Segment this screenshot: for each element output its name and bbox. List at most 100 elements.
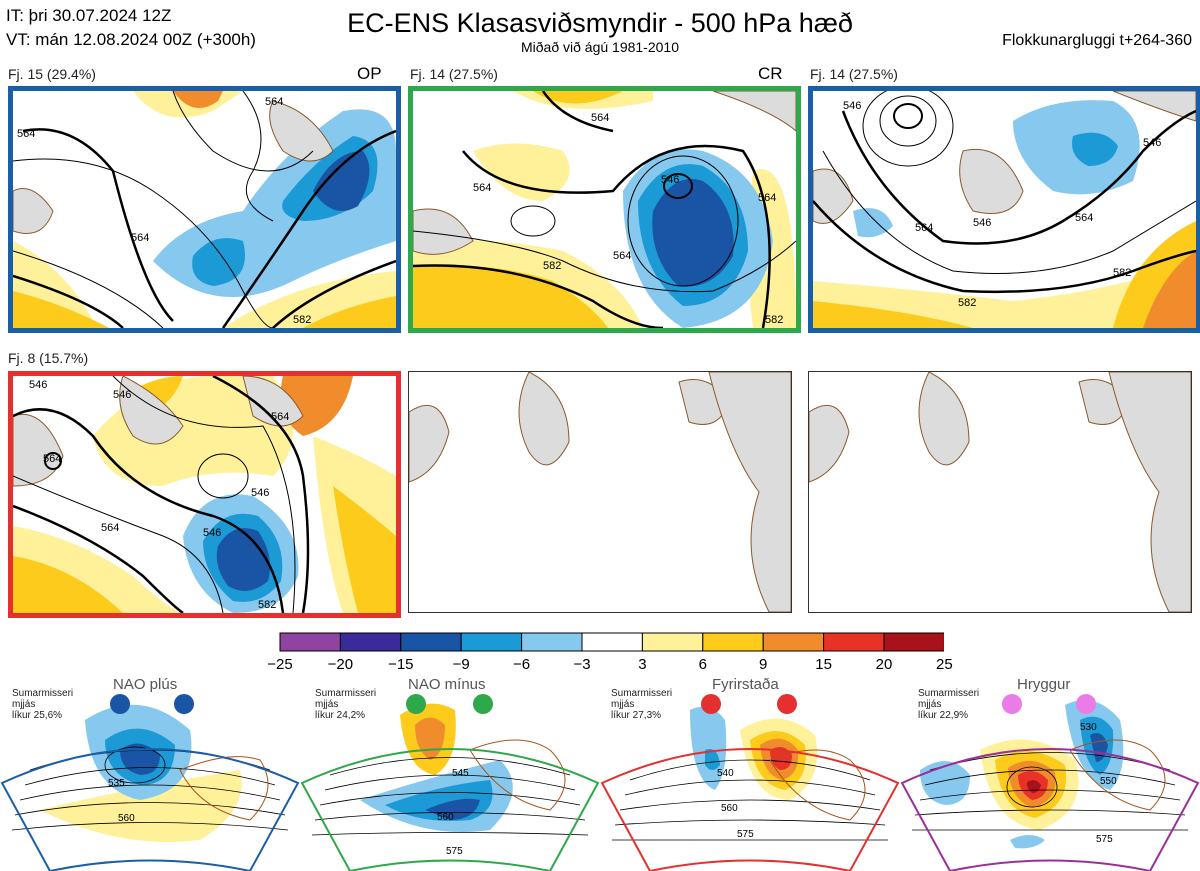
land-area — [809, 404, 850, 483]
contour-label: 575 — [737, 829, 754, 840]
anomaly-area — [333, 486, 396, 613]
colorbar-tick-label: 25 — [936, 656, 953, 673]
land-area — [813, 168, 854, 224]
height-contour — [13, 408, 285, 613]
colorbar-tick-label: 6 — [698, 656, 707, 673]
colorbar-tick-label: 15 — [815, 656, 832, 673]
regime-2-dot-right — [473, 694, 493, 714]
height-contour — [329, 757, 571, 776]
anomaly-area — [303, 296, 396, 328]
contour-label: 546 — [973, 217, 991, 229]
colorbar-tick-label: 20 — [875, 656, 893, 673]
anomaly-area — [425, 798, 480, 820]
regime-likelihood: líkur 22,9% — [918, 710, 969, 721]
colorbar-tick-label: −9 — [452, 656, 470, 673]
contour-label: 535 — [108, 778, 125, 789]
regime-3-title: Fyrirstaða — [712, 676, 779, 693]
contour-label: 550 — [1100, 776, 1117, 787]
land-area — [1108, 372, 1191, 612]
classification-window: Flokkunargluggi t+264-360 — [1002, 32, 1192, 49]
height-contour — [13, 475, 224, 613]
contour-label: 530 — [1080, 722, 1097, 733]
height-contour — [13, 250, 164, 328]
cluster-map-3[interactable]: 546 546 564 546 564 582 582 — [808, 86, 1200, 333]
page-subtitle: Miðað við ágú 1981-2010 — [520, 39, 679, 55]
anomaly-area — [690, 706, 727, 790]
height-contour — [24, 767, 276, 786]
height-contour — [919, 789, 1181, 801]
land-area — [712, 91, 796, 132]
regime-3-dot-left — [701, 694, 721, 714]
regime-2-map: 545 560 575 — [300, 703, 600, 871]
coastline — [469, 739, 566, 811]
regime-1-dot-left — [110, 694, 130, 714]
valid-time: VT: mán 12.08.2024 00Z (+300h) — [6, 30, 256, 49]
colorbar-swatch — [823, 632, 885, 652]
cluster-map-1[interactable]: 564 564 564 582 — [8, 86, 401, 333]
contour-label: 546 — [29, 379, 47, 391]
colorbar — [279, 632, 945, 657]
cluster-1-tag: OP — [357, 64, 382, 83]
contour-label: 575 — [1096, 834, 1113, 845]
height-contour — [1006, 766, 1058, 808]
height-contour — [221, 129, 396, 328]
colorbar-tick-label: −15 — [388, 656, 414, 673]
cluster-map-2[interactable]: 564 546 564 582 564 564 582 — [408, 86, 801, 333]
regime-likelihood: líkur 24,2% — [315, 710, 366, 721]
colorbar-swatch — [883, 632, 945, 652]
anomaly-area — [1143, 251, 1196, 328]
colorbar-swatch — [339, 632, 402, 652]
contour-label: 564 — [591, 112, 609, 124]
height-contour — [614, 819, 886, 826]
colorbar-swatch — [762, 632, 825, 652]
contour-label: 564 — [271, 411, 289, 423]
regime-frame — [900, 748, 1200, 871]
height-contour — [13, 504, 184, 613]
land-area — [708, 372, 791, 612]
height-contour — [813, 200, 1196, 294]
colorbar-tick-label: 9 — [759, 656, 768, 673]
height-contour — [311, 832, 589, 836]
anomaly-area — [770, 746, 792, 770]
colorbar-tick-label: 3 — [638, 656, 647, 673]
height-contour — [212, 376, 310, 613]
regime-frame — [600, 748, 900, 871]
height-contour — [314, 812, 586, 821]
anomaly-area — [473, 143, 570, 201]
land-area — [409, 404, 450, 483]
regime-row: Sumarmisseri mjjás líkur 25,6% NAO plús … — [0, 676, 1200, 871]
contour-label: 564 — [265, 96, 283, 108]
initial-time: IT: þri 30.07.2024 12Z — [6, 6, 172, 25]
contour-label: 582 — [958, 297, 976, 309]
regime-1-info: Sumarmisseri mjjás líkur 25,6% — [12, 688, 73, 721]
height-contour — [879, 95, 937, 147]
regime-4-dot-left — [1002, 694, 1022, 714]
cluster-2-tag: CR — [758, 64, 783, 83]
colorbar-tick-label: −25 — [267, 656, 293, 673]
cluster-4-label: Fj. 8 (15.7%) — [8, 350, 89, 366]
land-area — [918, 372, 970, 466]
cluster-map-1-plot: 564 564 564 582 — [13, 91, 396, 328]
height-contour — [862, 91, 954, 167]
regime-1-map: 535 560 — [0, 704, 300, 871]
colorbar-tick-label: −20 — [327, 656, 354, 673]
colorbar-swatch — [702, 632, 764, 652]
colorbar-tick-label: −3 — [573, 656, 591, 673]
contour-label: 564 — [131, 232, 149, 244]
regime-smoothing: mjjás — [315, 699, 339, 710]
anomaly-area — [13, 556, 123, 613]
land-area — [13, 414, 64, 487]
colorbar-swatch — [279, 632, 341, 652]
regime-frame — [300, 748, 600, 871]
colorbar-swatch — [641, 632, 704, 652]
regime-season: Sumarmisseri — [918, 688, 980, 699]
cluster-map-4[interactable]: 546 546 564 546 546 564 564 582 — [8, 371, 401, 618]
height-contour — [13, 274, 124, 328]
contour-label: 564 — [43, 453, 61, 465]
anomaly-area — [1072, 132, 1118, 166]
anomaly-area — [813, 261, 1196, 328]
empty-map-1 — [408, 371, 792, 613]
contour-label: 582 — [293, 314, 311, 326]
land-area — [242, 376, 304, 427]
colorbar-swatch — [521, 632, 583, 652]
